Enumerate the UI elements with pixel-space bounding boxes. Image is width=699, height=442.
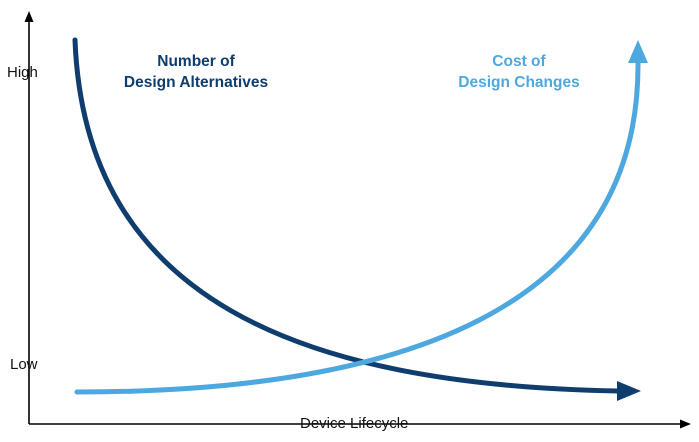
- design-alternatives-curve: [72, 37, 641, 401]
- design-alternatives-label-line2: Design Alternatives: [124, 74, 268, 91]
- design-alternatives-label: Number of Design Alternatives: [124, 53, 268, 91]
- design-changes-curve-line: [74, 59, 641, 395]
- y-axis-low-label: Low: [10, 356, 38, 373]
- y-axis-arrowhead: [24, 11, 34, 22]
- design-changes-curve: [74, 40, 648, 395]
- design-changes-arrowhead: [628, 40, 648, 63]
- x-axis: [29, 419, 691, 429]
- design-alternatives-label-line1: Number of: [157, 53, 235, 70]
- y-axis-high-label: High: [7, 64, 38, 81]
- design-changes-label-line2: Design Changes: [458, 74, 579, 91]
- y-axis: [24, 11, 34, 424]
- design-alternatives-arrowhead: [617, 381, 641, 401]
- design-changes-label-line1: Cost of: [492, 53, 546, 70]
- x-axis-label: Device Lifecycle: [300, 415, 408, 432]
- x-axis-arrowhead: [680, 419, 691, 429]
- design-alternatives-curve-line: [72, 37, 621, 394]
- design-changes-label: Cost of Design Changes: [458, 53, 579, 91]
